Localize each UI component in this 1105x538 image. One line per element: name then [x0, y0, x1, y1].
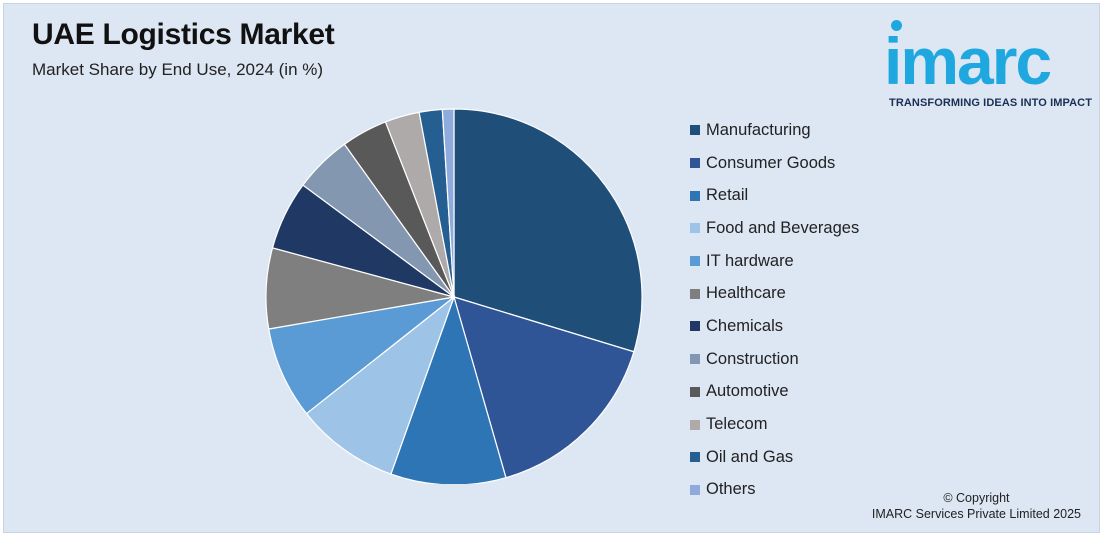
legend-label-automotive: Automotive — [706, 382, 789, 401]
pie-slice-retail — [390, 295, 507, 484]
legend-swatch-consumer-goods — [690, 158, 700, 169]
legend-item-oil-and-gas: Oil and Gas — [690, 441, 859, 474]
logo-dot-icon — [891, 20, 902, 31]
legend-item-construction: Construction — [690, 343, 859, 376]
legend-item-it-hardware: IT hardware — [690, 245, 859, 278]
copyright-line-2: IMARC Services Private Limited 2025 — [871, 507, 1081, 521]
legend-swatch-retail — [690, 190, 700, 201]
imarc-logo: imarc TRANSFORMING IDEAS INTO IMPACT — [884, 14, 1099, 114]
legend-label-healthcare: Healthcare — [706, 284, 786, 303]
legend-item-healthcare: Healthcare — [690, 277, 859, 310]
legend-swatch-others — [690, 484, 700, 495]
logo-tagline: TRANSFORMING IDEAS INTO IMPACT — [889, 97, 1093, 109]
legend-item-manufacturing: Manufacturing — [690, 114, 859, 147]
legend-swatch-oil-and-gas — [690, 452, 700, 463]
pie-slice-consumer-goods — [453, 296, 635, 479]
copyright-line-1: © Copyright — [943, 491, 1010, 505]
legend-swatch-chemicals — [690, 321, 700, 332]
chart-subtitle: Market Share by End Use, 2024 (in %) — [32, 60, 324, 79]
legend-label-telecom: Telecom — [706, 415, 768, 434]
legend-swatch-automotive — [690, 386, 700, 397]
legend-item-chemicals: Chemicals — [690, 310, 859, 343]
pie-slice-manufacturing — [453, 108, 643, 353]
legend-item-others: Others — [690, 474, 859, 507]
copyright-notice: © Copyright IMARC Services Private Limit… — [872, 490, 1081, 522]
logo-wordmark: imarc — [884, 24, 1052, 98]
legend-label-oil-and-gas: Oil and Gas — [706, 447, 794, 466]
legend-swatch-construction — [690, 354, 700, 365]
chart-frame: UAE Logistics Market Market Share by End… — [3, 3, 1100, 533]
legend-label-it-hardware: IT hardware — [706, 251, 794, 270]
legend-item-food-and-beverages: Food and Beverages — [690, 212, 859, 245]
chart-legend: Manufacturing Consumer Goods Retail Food an… — [690, 114, 859, 506]
legend-label-construction: Construction — [706, 349, 799, 368]
legend-swatch-telecom — [690, 419, 700, 430]
chart-title: UAE Logistics Market — [32, 18, 335, 51]
legend-swatch-healthcare — [690, 288, 700, 299]
legend-item-telecom: Telecom — [690, 408, 859, 441]
pie-slice-it-hardware — [268, 296, 455, 415]
legend-swatch-manufacturing — [690, 125, 700, 136]
legend-label-others: Others — [706, 480, 756, 499]
legend-item-retail: Retail — [690, 179, 859, 212]
legend-swatch-food-and-beverages — [690, 223, 700, 234]
legend-label-chemicals: Chemicals — [706, 316, 784, 335]
pie-chart — [265, 108, 643, 484]
legend-item-consumer-goods: Consumer Goods — [690, 147, 859, 180]
legend-label-manufacturing: Manufacturing — [706, 120, 811, 139]
pie-slice-food-and-beverages — [305, 295, 456, 475]
legend-label-food-and-beverages: Food and Beverages — [706, 218, 860, 237]
legend-swatch-it-hardware — [690, 256, 700, 267]
legend-label-retail: Retail — [706, 186, 749, 205]
legend-item-automotive: Automotive — [690, 376, 859, 409]
pie-slice-others — [441, 108, 455, 298]
legend-label-consumer-goods: Consumer Goods — [706, 153, 836, 172]
